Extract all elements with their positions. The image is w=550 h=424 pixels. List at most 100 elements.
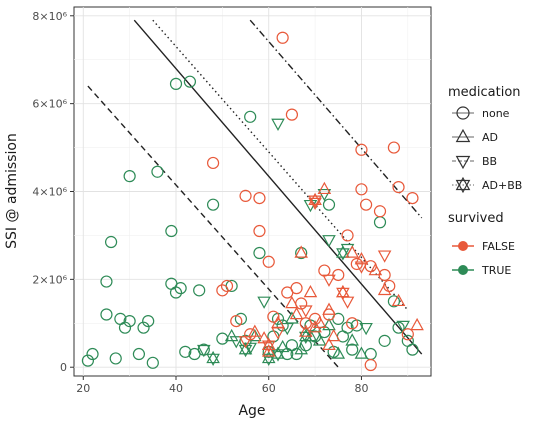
point-ad-false xyxy=(322,337,336,350)
point-ad-false xyxy=(248,324,262,337)
point-none-false xyxy=(262,255,275,268)
point-none-true xyxy=(104,235,118,249)
point-ad-false xyxy=(377,282,392,296)
point-none-true xyxy=(86,347,99,361)
point-bb-true xyxy=(229,336,244,349)
legend-label-bb: BB xyxy=(482,155,497,168)
point-ad-true xyxy=(248,328,262,342)
point-ad-false xyxy=(368,263,383,276)
point-ad-false xyxy=(345,245,359,258)
point-none-false xyxy=(359,198,373,211)
legend-key-circle xyxy=(456,106,470,120)
axes: 20 40 60 80 0 2×10⁶ 4×10⁶ 6×10⁶ 8×10⁶ xyxy=(32,10,368,395)
point-ad-bb-true xyxy=(336,245,350,261)
point-none-false xyxy=(392,181,405,194)
point-bb-false xyxy=(238,336,253,349)
x-tick-label: 40 xyxy=(169,382,183,395)
point-ad-false xyxy=(303,284,318,298)
legend-color-dot-true xyxy=(458,265,468,275)
legend-label-false: FALSE xyxy=(482,240,515,253)
plot-panel xyxy=(73,6,432,377)
legend-color-dot-false xyxy=(458,241,468,251)
y-tick-label: 2×10⁶ xyxy=(32,273,67,286)
legend-color-title: survived xyxy=(448,211,504,226)
legend-label-ad: AD xyxy=(482,131,498,144)
point-none-false xyxy=(355,183,368,196)
point-none-true xyxy=(100,275,113,288)
point-bb-true xyxy=(322,235,336,248)
y-tick-label: 6×10⁶ xyxy=(32,98,67,111)
point-ad-true xyxy=(224,328,239,342)
point-none-true xyxy=(253,246,266,260)
legend-label-ad-bb: AD+BB xyxy=(482,179,522,192)
point-ad-bb-true xyxy=(238,342,253,358)
point-none-false xyxy=(216,284,229,297)
point-bb-true xyxy=(197,344,211,358)
point-none-true xyxy=(341,321,354,334)
x-axis-label: Age xyxy=(238,403,265,419)
point-none-false xyxy=(206,156,220,170)
point-bb-true xyxy=(359,322,373,336)
point-ad-false xyxy=(289,306,304,320)
point-none-true xyxy=(183,75,197,88)
point-none-false xyxy=(290,282,303,295)
x-tick-label: 60 xyxy=(262,382,276,395)
point-none-true xyxy=(179,345,192,358)
point-none-false xyxy=(276,31,289,44)
legend-shape-title: medication xyxy=(448,85,521,100)
point-none-false xyxy=(387,141,401,154)
point-none-true xyxy=(109,352,122,365)
legend-label-none: none xyxy=(482,107,510,120)
legend-key-star xyxy=(455,176,471,194)
point-ad-false xyxy=(322,302,336,315)
point-none-true xyxy=(142,314,155,328)
point-none-true xyxy=(216,332,229,345)
point-none-true xyxy=(81,354,95,367)
point-ad-true xyxy=(354,346,369,359)
point-ad-false xyxy=(308,320,322,333)
legend: medication none AD BB AD+BB survived FALSE TRUE xyxy=(448,85,522,277)
point-ad-bb-false xyxy=(336,284,350,301)
x-tick-label: 80 xyxy=(354,382,368,395)
point-none-true xyxy=(193,284,206,297)
point-none-false xyxy=(220,279,234,293)
point-ad-false xyxy=(261,344,276,357)
point-none-false xyxy=(230,314,243,328)
point-ad-true xyxy=(312,333,327,346)
y-tick-label: 4×10⁶ xyxy=(32,186,67,199)
point-ad-true xyxy=(294,342,308,355)
x-tick-label: 20 xyxy=(76,382,90,395)
point-none-true xyxy=(151,165,164,178)
point-ad-bb-true xyxy=(271,346,285,362)
point-bb-true xyxy=(396,320,410,334)
point-none-false xyxy=(285,108,299,121)
point-ad-false xyxy=(354,252,369,265)
data-points xyxy=(81,31,424,372)
legend-label-true: TRUE xyxy=(481,264,511,277)
point-none-true xyxy=(387,295,401,308)
point-none-true xyxy=(206,198,220,211)
point-ad-true xyxy=(322,317,336,331)
point-none-true xyxy=(165,224,178,238)
point-none-true xyxy=(123,314,136,328)
y-axis-label: SSI @ admission xyxy=(4,133,20,249)
point-ad-bb-false xyxy=(261,337,276,353)
point-ad-false xyxy=(299,324,313,337)
point-ad-bb-true xyxy=(261,350,276,366)
point-ad-true xyxy=(345,333,359,346)
point-none-false xyxy=(364,358,377,372)
point-none-false xyxy=(253,191,266,205)
point-none-true xyxy=(406,343,419,356)
point-bb-false xyxy=(322,274,336,287)
point-none-true xyxy=(137,321,150,334)
point-none-false xyxy=(253,224,266,238)
point-none-true xyxy=(100,308,113,321)
point-none-true xyxy=(346,343,359,356)
point-none-false xyxy=(373,205,387,218)
point-ad-false xyxy=(294,245,308,258)
point-none-true xyxy=(132,347,146,361)
point-none-false xyxy=(267,310,280,323)
point-none-true xyxy=(169,77,183,90)
point-none-true xyxy=(118,321,132,334)
point-none-false xyxy=(355,143,368,156)
